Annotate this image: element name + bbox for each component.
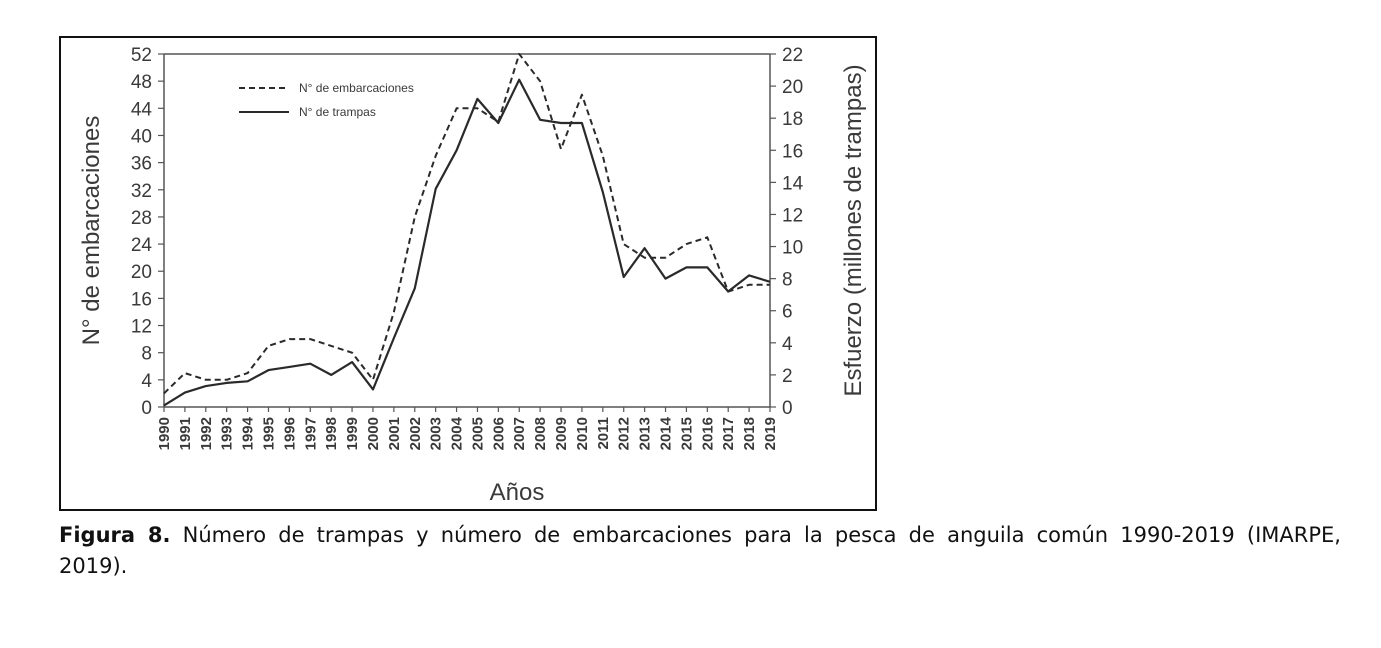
x-tick-label: 2000 [365, 417, 382, 450]
x-tick-label: 2014 [658, 416, 675, 450]
y-left-tick-label: 28 [131, 208, 152, 229]
x-tick-label: 1998 [323, 417, 340, 450]
x-tick-label: 2017 [720, 417, 737, 450]
x-tick-label: 2018 [741, 417, 758, 450]
y-right-tick-label: 16 [782, 141, 803, 162]
x-tick-label: 1991 [177, 417, 194, 450]
x-tick-label: 2008 [532, 417, 549, 450]
caption-text: Número de trampas y número de embarcacio… [59, 523, 1341, 578]
y-right-tick-label: 6 [782, 302, 793, 323]
x-axis-title: Años [490, 479, 545, 506]
x-tick-label: 2002 [407, 417, 424, 450]
y-right-tick-label: 12 [782, 205, 803, 226]
x-tick-label: 2007 [511, 417, 528, 450]
x-tick-label: 2006 [490, 417, 507, 450]
y-right-tick-label: 4 [782, 334, 793, 355]
x-tick-label: 2004 [449, 416, 466, 450]
y-right-tick-label: 14 [782, 173, 804, 194]
dual-axis-line-chart: 0481216202428323640444852024681012141618… [78, 45, 867, 506]
caption-label: Figura 8. [59, 523, 171, 547]
y-right-tick-label: 8 [782, 270, 793, 291]
y-left-tick-label: 32 [131, 181, 152, 202]
x-tick-label: 2005 [469, 417, 486, 450]
y-right-tick-label: 20 [782, 77, 803, 98]
y-left-tick-label: 20 [131, 262, 152, 283]
x-tick-label: 2013 [637, 417, 654, 450]
x-tick-label: 1990 [156, 417, 173, 450]
y-left-tick-label: 36 [131, 154, 152, 175]
legend-label: N° de embarcaciones [299, 81, 414, 95]
x-tick-label: 1995 [260, 417, 277, 450]
legend-label: N° de trampas [299, 105, 376, 119]
x-tick-label: 1996 [281, 417, 298, 450]
y-right-tick-label: 2 [782, 366, 793, 387]
y-left-tick-label: 12 [131, 317, 152, 338]
x-tick-label: 2003 [428, 417, 445, 450]
y-right-tick-label: 0 [782, 398, 793, 419]
y-right-axis-title: Esfuerzo (millones de trampas) [840, 64, 867, 396]
x-tick-label: 1994 [240, 416, 257, 450]
y-left-tick-label: 52 [131, 45, 152, 66]
y-right-tick-label: 22 [782, 45, 803, 66]
x-tick-label: 1997 [302, 417, 319, 450]
x-tick-label: 2012 [616, 417, 633, 450]
y-left-tick-label: 44 [131, 99, 153, 120]
x-tick-label: 1993 [219, 417, 236, 450]
y-left-tick-label: 24 [131, 235, 153, 256]
x-tick-label: 2016 [699, 417, 716, 450]
y-right-tick-label: 18 [782, 109, 803, 130]
x-tick-label: 1999 [344, 417, 361, 450]
figure-caption: Figura 8. Número de trampas y número de … [59, 520, 1341, 582]
x-tick-label: 2011 [595, 417, 612, 450]
x-tick-label: 2015 [678, 417, 695, 450]
x-tick-label: 1992 [198, 417, 215, 450]
y-left-tick-label: 0 [141, 398, 152, 419]
series-line-embarcaciones [163, 53, 770, 395]
y-left-tick-label: 40 [131, 126, 152, 147]
x-tick-label: 2001 [386, 417, 403, 450]
x-tick-label: 2019 [762, 417, 779, 450]
series-line-trampas [163, 78, 771, 407]
figure-frame: 0 4 8 12 16 20 24 28 32 36 40 44 48 52 0 2 4 6 8 10 12 14 16 18… [59, 36, 877, 511]
y-right-tick-label: 10 [782, 238, 803, 259]
x-tick-label: 2009 [553, 417, 570, 450]
y-left-tick-label: 8 [141, 344, 152, 365]
y-left-tick-label: 4 [141, 371, 152, 392]
x-tick-label: 2010 [574, 417, 591, 450]
y-left-tick-label: 48 [131, 72, 152, 93]
y-left-tick-label: 16 [131, 289, 152, 310]
y-left-axis-title: N° de embarcaciones [78, 116, 105, 346]
